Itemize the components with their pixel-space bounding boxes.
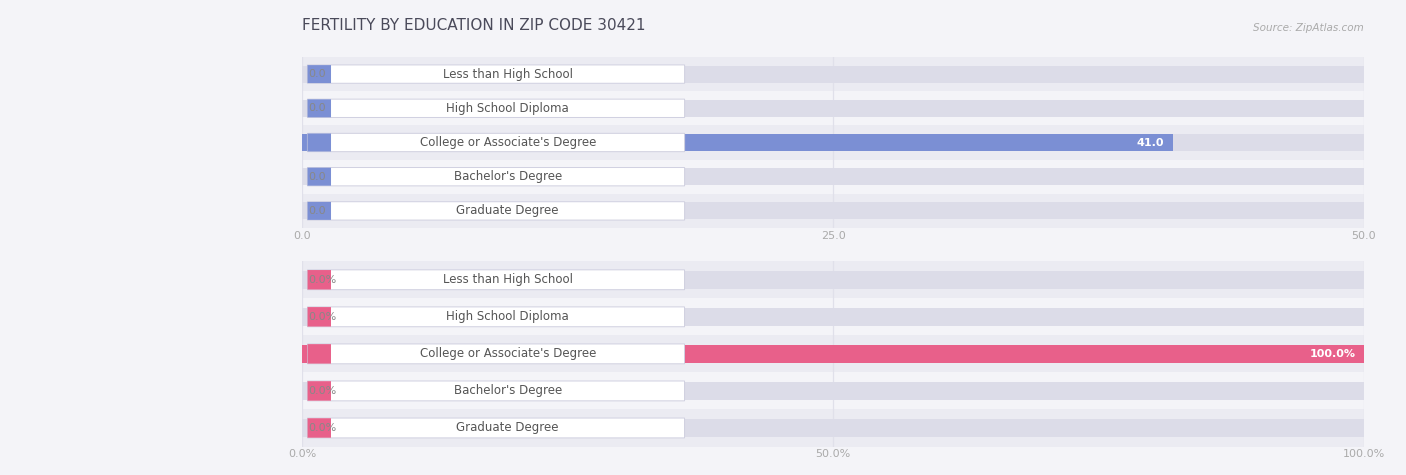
FancyBboxPatch shape: [308, 307, 330, 327]
FancyBboxPatch shape: [308, 133, 685, 152]
FancyBboxPatch shape: [308, 344, 685, 364]
Bar: [302, 125, 1364, 160]
FancyBboxPatch shape: [308, 202, 685, 220]
FancyBboxPatch shape: [308, 99, 330, 117]
Bar: [302, 298, 1364, 335]
FancyBboxPatch shape: [308, 99, 685, 117]
Text: Graduate Degree: Graduate Degree: [457, 204, 560, 218]
Text: Bachelor's Degree: Bachelor's Degree: [454, 384, 562, 398]
FancyBboxPatch shape: [308, 65, 685, 83]
FancyBboxPatch shape: [308, 133, 330, 152]
Bar: [302, 91, 1364, 125]
FancyBboxPatch shape: [308, 418, 685, 438]
Bar: [302, 372, 1364, 409]
FancyBboxPatch shape: [308, 270, 330, 290]
FancyBboxPatch shape: [308, 418, 330, 438]
FancyBboxPatch shape: [308, 344, 330, 364]
Text: Graduate Degree: Graduate Degree: [457, 421, 560, 435]
Bar: [302, 271, 1364, 289]
FancyBboxPatch shape: [308, 168, 330, 186]
FancyBboxPatch shape: [308, 168, 685, 186]
FancyBboxPatch shape: [308, 270, 685, 290]
Text: 0.0%: 0.0%: [309, 423, 337, 433]
Text: High School Diploma: High School Diploma: [446, 102, 569, 115]
Bar: [302, 194, 1364, 228]
Text: High School Diploma: High School Diploma: [446, 310, 569, 323]
Bar: [302, 100, 1364, 117]
Bar: [302, 335, 1364, 372]
Bar: [302, 134, 1364, 151]
Text: 0.0: 0.0: [309, 171, 326, 182]
Text: 100.0%: 100.0%: [1309, 349, 1355, 359]
Text: 0.0%: 0.0%: [309, 386, 337, 396]
Text: 0.0: 0.0: [309, 206, 326, 216]
Text: 0.0%: 0.0%: [309, 312, 337, 322]
Bar: [302, 160, 1364, 194]
Bar: [302, 57, 1364, 91]
Text: College or Associate's Degree: College or Associate's Degree: [419, 347, 596, 361]
Bar: [302, 168, 1364, 185]
Text: Less than High School: Less than High School: [443, 273, 572, 286]
Text: Source: ZipAtlas.com: Source: ZipAtlas.com: [1253, 23, 1364, 33]
FancyBboxPatch shape: [308, 65, 330, 83]
FancyBboxPatch shape: [308, 381, 330, 401]
Bar: [302, 345, 1364, 363]
Text: 0.0: 0.0: [309, 103, 326, 114]
FancyBboxPatch shape: [308, 381, 685, 401]
Text: Bachelor's Degree: Bachelor's Degree: [454, 170, 562, 183]
Bar: [302, 382, 1364, 400]
Text: 0.0%: 0.0%: [309, 275, 337, 285]
Bar: [302, 308, 1364, 326]
Bar: [302, 419, 1364, 437]
Text: 41.0: 41.0: [1137, 137, 1164, 148]
Text: Less than High School: Less than High School: [443, 67, 572, 81]
FancyBboxPatch shape: [308, 307, 685, 327]
Text: 0.0: 0.0: [309, 69, 326, 79]
Text: FERTILITY BY EDUCATION IN ZIP CODE 30421: FERTILITY BY EDUCATION IN ZIP CODE 30421: [302, 18, 645, 33]
Bar: [302, 345, 1364, 363]
FancyBboxPatch shape: [308, 202, 330, 220]
Bar: [302, 261, 1364, 298]
Bar: [302, 66, 1364, 83]
Bar: [302, 409, 1364, 446]
Bar: [302, 134, 1173, 151]
Bar: [302, 202, 1364, 219]
Text: College or Associate's Degree: College or Associate's Degree: [419, 136, 596, 149]
